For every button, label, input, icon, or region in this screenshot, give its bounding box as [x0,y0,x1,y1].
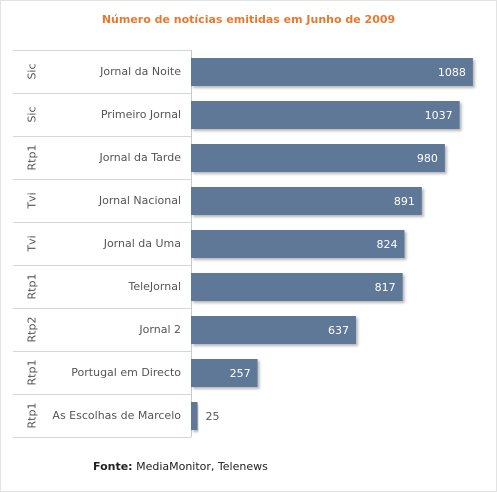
bar [191,316,357,344]
value-label: 824 [376,238,397,251]
bar [191,58,473,86]
bar [191,359,258,387]
value-label: 25 [205,410,219,423]
group-label: Tvi [26,235,39,252]
category-label: Jornal da Noite [99,65,181,78]
value-label: 1037 [425,109,453,122]
group-label: Rtp1 [26,403,39,429]
category-label: Jornal da Tarde [98,151,181,164]
source-label: Fonte: [93,460,133,473]
value-label: 980 [417,152,438,165]
group-label: Sic [26,106,39,122]
source-note: Fonte: MediaMonitor, Telenews [93,460,268,473]
labels: Sic Jornal da Noite 1088 Sic Primeiro Jornal… [26,63,466,428]
bar [191,187,422,215]
category-label: Primeiro Jornal [101,108,181,121]
value-label: 891 [394,195,415,208]
category-label: Jornal Nacional [98,194,181,207]
value-label: 257 [230,367,251,380]
bar [191,101,460,129]
category-label: Jornal da Uma [103,237,181,250]
category-label: Portugal em Directo [71,366,181,379]
bar [191,144,445,172]
value-label: 817 [375,281,396,294]
value-label: 1088 [438,66,466,79]
bar [191,230,405,258]
value-label: 637 [328,324,349,337]
bars [191,58,473,430]
category-label: As Escolhas de Marcelo [52,409,181,422]
bar-chart: Sic Jornal da Noite 1088 Sic Primeiro Jornal… [13,50,473,438]
group-label: Rtp1 [26,360,39,386]
group-label: Tvi [26,192,39,209]
group-label: Sic [26,63,39,79]
group-label: Rtp1 [26,274,39,300]
group-label: Rtp1 [26,145,39,171]
chart-title: Número de notícias emitidas em Junho de … [101,13,396,26]
bar [191,273,403,301]
bar [191,402,198,430]
group-label: Rtp2 [26,317,39,343]
source-text: MediaMonitor, Telenews [132,460,268,473]
category-label: Jornal 2 [138,323,181,336]
category-label: TeleJornal [127,280,181,293]
